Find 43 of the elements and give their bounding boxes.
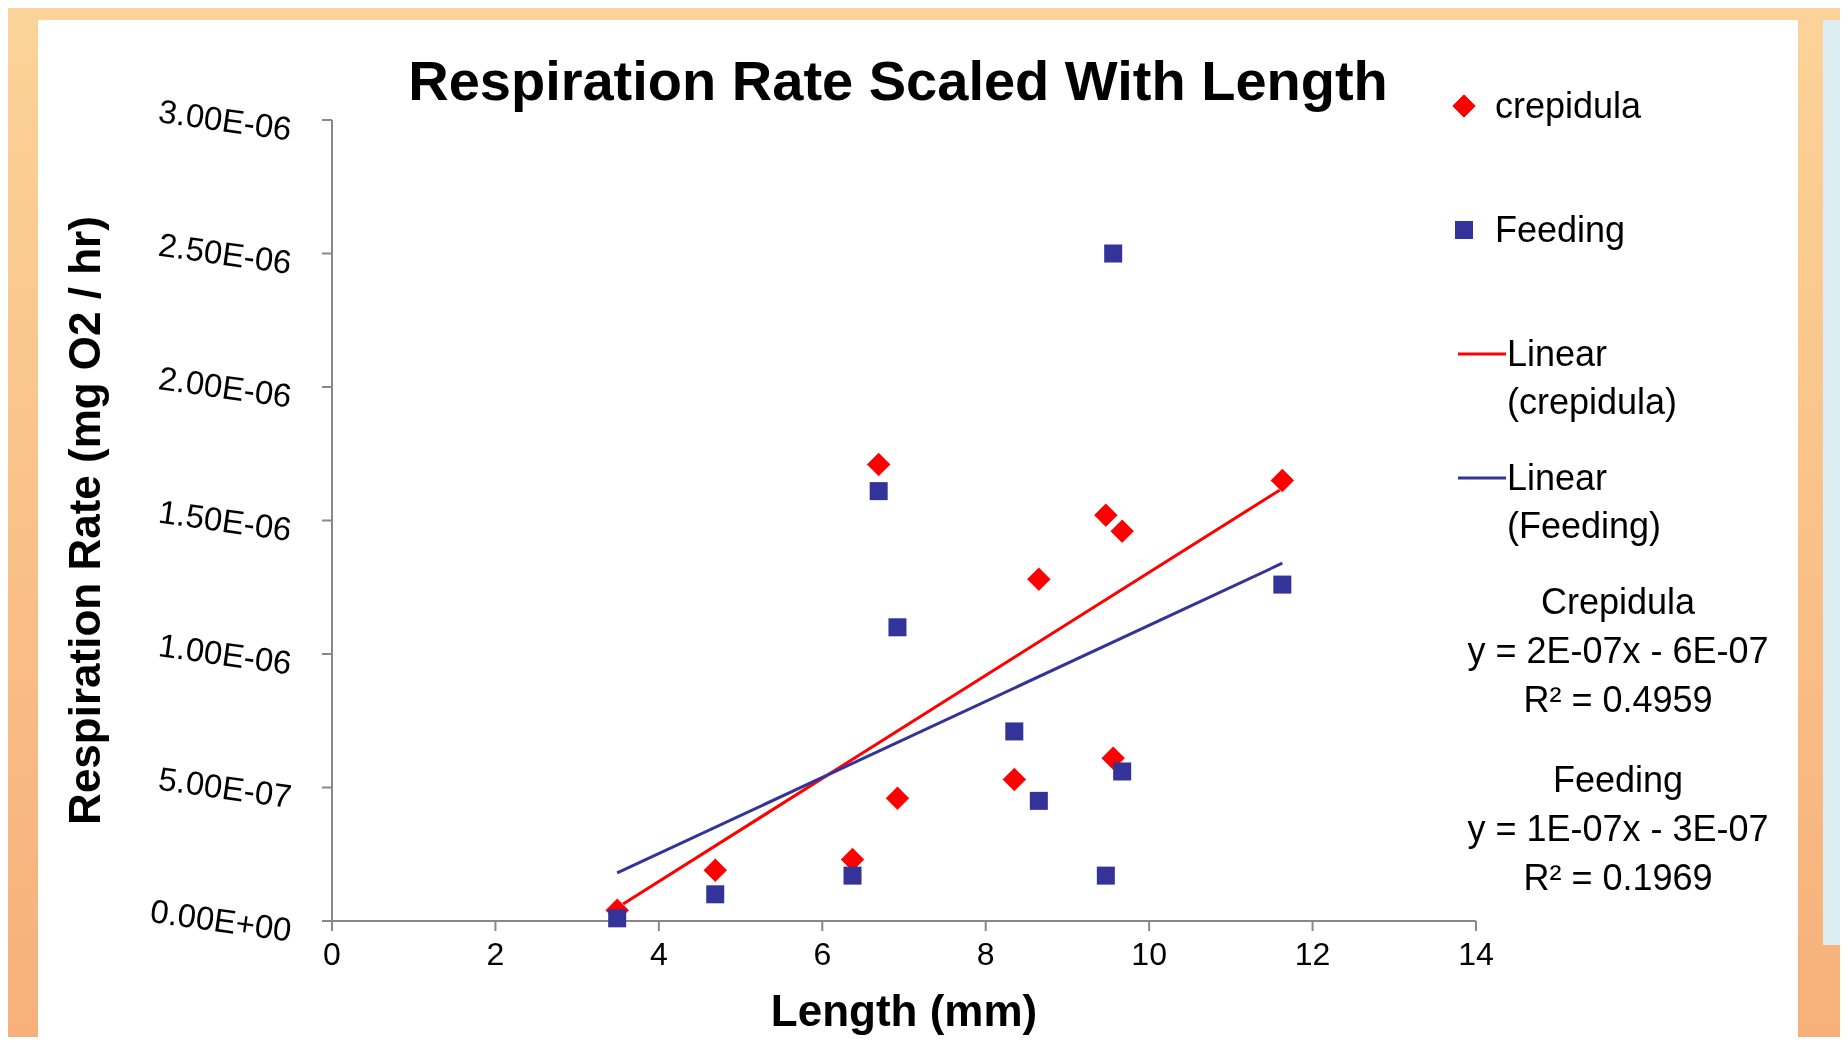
legend-label: crepidula — [1495, 85, 1643, 126]
x-tick-label: 4 — [649, 936, 668, 972]
point — [702, 857, 728, 883]
point — [1029, 791, 1048, 810]
x-tick-label: 8 — [976, 936, 995, 972]
point — [608, 909, 627, 928]
point — [1269, 467, 1295, 493]
x-tick-label: 14 — [1458, 936, 1494, 972]
point — [1096, 866, 1115, 885]
annotation: Crepidula y = 2E-07x - 6E-07 R² = 0.4959 — [1467, 581, 1769, 720]
point — [884, 785, 910, 811]
annotation: Feeding y = 1E-07x - 3E-07 R² = 0.1969 — [1467, 759, 1769, 898]
point — [1273, 575, 1292, 594]
point — [843, 866, 862, 885]
point — [869, 482, 888, 501]
y-axis-title: Respiration Rate (mg O2 / hr) — [60, 216, 109, 825]
point — [866, 451, 892, 477]
legend-label: Linear (Feeding) — [1507, 457, 1662, 546]
y-tick-label: 2.50E-06 — [156, 225, 294, 282]
point — [1026, 566, 1052, 592]
y-tick-label: 3.00E-06 — [156, 92, 294, 148]
y-tick-label: 0.00E+00 — [147, 892, 294, 949]
point — [888, 618, 907, 637]
legend-label: Feeding — [1495, 209, 1626, 250]
point — [706, 885, 725, 904]
chart-title: Respiration Rate Scaled With Length — [408, 49, 1388, 112]
point — [1005, 722, 1024, 741]
x-tick-label: 0 — [323, 936, 341, 972]
point — [1093, 502, 1119, 528]
x-axis-title: Length (mm) — [770, 986, 1038, 1035]
y-tick-label: 2.00E-06 — [156, 359, 294, 415]
y-tick-label: 1.50E-06 — [156, 492, 294, 549]
point — [1109, 518, 1135, 544]
y-tick-label: 5.00E-07 — [156, 759, 294, 816]
point — [1001, 766, 1027, 792]
point — [1113, 762, 1132, 781]
legend-label: Linear (crepidula) — [1507, 333, 1678, 422]
y-tick-label: 1.00E-06 — [156, 626, 294, 682]
x-tick-label: 10 — [1131, 936, 1167, 972]
x-tick-label: 12 — [1294, 936, 1331, 972]
x-tick-label: 6 — [813, 936, 832, 972]
point — [1104, 244, 1123, 263]
x-tick-label: 2 — [486, 936, 505, 972]
